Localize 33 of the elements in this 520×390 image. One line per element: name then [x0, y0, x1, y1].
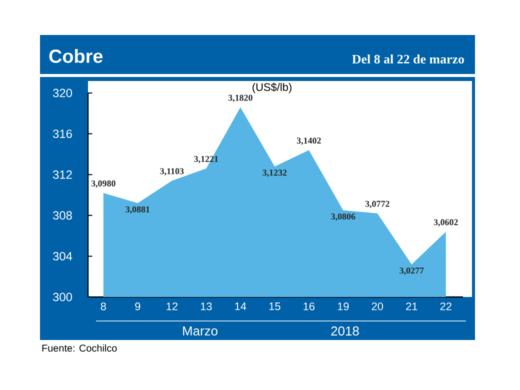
y-axis-title: (US$/lb) [252, 82, 292, 94]
y-tick-label: 300 [52, 292, 72, 302]
y-tick-label: 304 [52, 252, 72, 260]
x-tick-label: 19 [338, 302, 349, 310]
x-tick-label: 20 [372, 302, 384, 310]
data-label: 3,0277 [400, 268, 424, 275]
x-tick-label: 12 [166, 302, 178, 310]
x-tick-label: 16 [304, 302, 315, 310]
data-label: 3,1820 [228, 94, 252, 102]
data-label: 3,1402 [296, 138, 321, 145]
data-label: 3,0806 [331, 213, 356, 221]
x-tick-label: 9 [135, 302, 140, 310]
chart-subtitle: Del 8 al 22 de marzo [352, 54, 464, 64]
chart-title: Cobre [49, 49, 103, 63]
x-tick-label: 8 [100, 302, 106, 310]
x-tick-label: 22 [440, 302, 452, 310]
x-tick-label: 13 [200, 302, 212, 310]
data-label: 3,0772 [365, 200, 390, 208]
text: 2018 [331, 326, 359, 336]
y-tick-label: 308 [52, 211, 72, 220]
y-tick-label: 312 [52, 170, 72, 179]
data-label: 3,0602 [434, 219, 458, 227]
text: Marzo [183, 326, 218, 336]
data-label: 3,0881 [126, 206, 150, 214]
x-tick-label: 15 [269, 302, 280, 310]
data-label: 3,1232 [262, 170, 287, 177]
x-tick-label: 14 [235, 302, 246, 310]
data-label: 3,1103 [160, 168, 184, 176]
source-note: Fuente: Cochilco [42, 344, 117, 352]
x-tick-label: 21 [406, 302, 418, 310]
data-label: 3,0980 [91, 180, 116, 188]
y-tick-label: 316 [52, 130, 72, 138]
y-tick-label: 320 [52, 88, 72, 98]
